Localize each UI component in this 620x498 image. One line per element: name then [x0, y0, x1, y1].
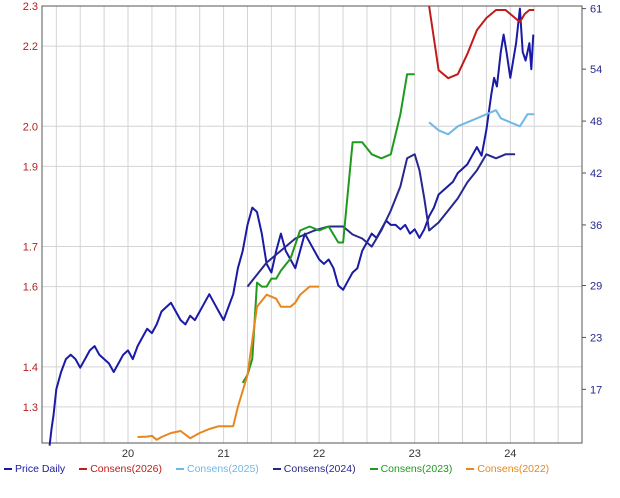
- right-tick-label: 61: [590, 4, 602, 16]
- right-tick-label: 36: [590, 220, 602, 232]
- chart: 1.3 1.4 1.6 1.7 1.9 2.0 2.2 2.3 17 23 29 36 42 48 54 6…: [23, 1, 603, 460]
- series-line-consens-2023: [241, 73, 415, 384]
- legend-label: Consens(2022): [477, 463, 550, 475]
- right-tick-label: 17: [590, 384, 602, 396]
- left-tick-label: 1.9: [23, 161, 38, 173]
- left-tick-label: 1.6: [23, 282, 38, 294]
- left-tick-label: 2.0: [23, 121, 38, 133]
- legend-swatch: [175, 468, 184, 471]
- legend-item: Consens(2025): [175, 462, 259, 477]
- right-tick-label: 54: [590, 64, 602, 76]
- legend: Price Daily Consens(2026) Consens(2025) Con…: [4, 462, 616, 477]
- right-axis: 17 23 29 36 42 48 54 61: [582, 4, 602, 396]
- series-line-consens-2022: [137, 285, 320, 441]
- legend-label: Consens(2024): [283, 463, 356, 475]
- left-tick-label: 1.4: [23, 362, 38, 374]
- legend-swatch: [466, 468, 475, 471]
- x-axis: 20 21 22 23 24: [122, 448, 517, 460]
- legend-item: Consens(2026): [79, 462, 162, 477]
- series-line-price-daily: [48, 7, 535, 446]
- series-line-consens-2024: [246, 153, 516, 288]
- legend-item: Consens(2022): [466, 462, 549, 477]
- legend-swatch: [79, 468, 88, 471]
- x-tick-label: 23: [409, 448, 421, 460]
- legend-swatch: [272, 468, 281, 471]
- legend-label: Consens(2025): [186, 463, 259, 475]
- left-tick-label: 1.7: [23, 242, 38, 254]
- left-tick-label: 1.3: [23, 402, 38, 414]
- right-tick-label: 42: [590, 168, 602, 180]
- legend-item: Consens(2023): [369, 462, 453, 477]
- x-tick-label: 21: [217, 448, 229, 460]
- legend-label: Price Daily: [15, 463, 66, 475]
- left-tick-label: 2.3: [23, 1, 38, 13]
- left-tick-label: 2.2: [23, 41, 38, 53]
- series-line-consens-2025: [428, 109, 535, 136]
- left-axis: 1.3 1.4 1.6 1.7 1.9 2.0 2.2 2.3: [23, 1, 38, 414]
- legend-item: Consens(2024): [272, 462, 356, 477]
- x-tick-label: 24: [504, 448, 516, 460]
- right-tick-label: 23: [590, 332, 602, 344]
- right-tick-label: 48: [590, 116, 602, 128]
- plot-frame: [41, 5, 583, 444]
- x-tick-label: 22: [313, 448, 325, 460]
- legend-swatch: [4, 468, 12, 471]
- right-tick-label: 29: [590, 281, 602, 293]
- legend-swatch: [369, 468, 378, 471]
- legend-label: Consens(2023): [380, 463, 453, 475]
- series-line-consens-2026: [428, 5, 535, 80]
- legend-label: Consens(2026): [90, 463, 162, 475]
- gridlines: [42, 5, 583, 443]
- series-layer: [48, 5, 535, 446]
- x-tick-label: 20: [122, 448, 134, 460]
- legend-item: Price Daily: [4, 462, 65, 477]
